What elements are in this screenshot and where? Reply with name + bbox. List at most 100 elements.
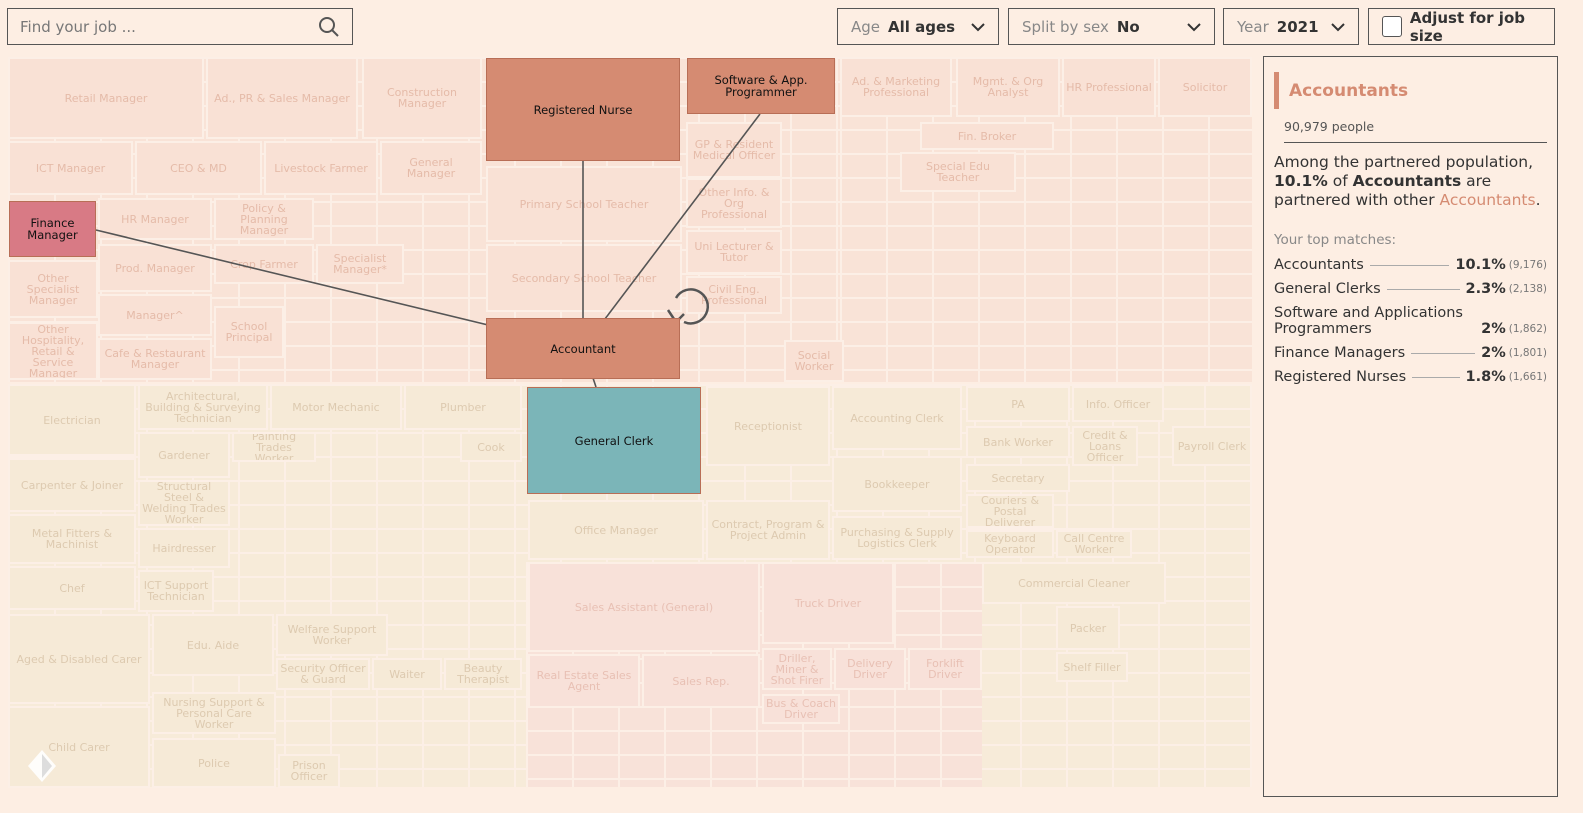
treemap-cell[interactable]: Secondary School Teacher [486, 244, 682, 312]
treemap-cell[interactable]: Specialist Manager* [316, 244, 404, 284]
age-dropdown[interactable]: Age All ages [837, 8, 999, 45]
treemap-cell[interactable]: Plumber [404, 384, 522, 430]
year-dropdown[interactable]: Year 2021 [1223, 8, 1359, 45]
treemap-cell[interactable]: Payroll Clerk [1172, 426, 1252, 466]
treemap-cell[interactable]: Ad., PR & Sales Manager [206, 57, 358, 139]
treemap-cell[interactable]: Manager^ [98, 294, 212, 336]
treemap-cell[interactable]: Cook [460, 432, 522, 462]
treemap-cell[interactable]: Contract, Program & Project Admin [706, 500, 830, 560]
treemap-cell[interactable]: Prod. Manager [98, 244, 212, 292]
match-count: (9,176) [1508, 259, 1547, 271]
treemap-cell[interactable]: Ad. & Marketing Professional [840, 57, 952, 117]
treemap-cell[interactable]: HR Professional [1062, 57, 1156, 117]
highlighted-cell[interactable]: General Clerk [527, 387, 701, 494]
treemap-cell[interactable]: PA [966, 386, 1070, 422]
treemap-cell[interactable]: CEO & MD [135, 141, 262, 195]
treemap-cell[interactable]: Security Officer & Guard [276, 658, 370, 690]
treemap-cell[interactable]: Bank Worker [966, 426, 1070, 458]
matches-list: Accountants 10.1% (9,176) General Clerks 2.3… [1274, 257, 1547, 385]
treemap-cell[interactable]: Prison Officer [278, 754, 340, 788]
treemap-cell[interactable]: Construction Manager [362, 57, 482, 139]
treemap-cell[interactable]: Structural Steel & Welding Trades Worker [138, 480, 230, 526]
treemap-cell[interactable]: Credit & Loans Officer [1072, 426, 1138, 466]
treemap-cell[interactable]: Office Manager [528, 500, 704, 560]
highlighted-cell[interactable]: Accountant [486, 318, 680, 379]
treemap-cell[interactable]: Hairdresser [138, 528, 230, 568]
treemap-cell[interactable]: Info. Officer [1072, 386, 1164, 422]
treemap-cell[interactable]: Retail Manager [8, 57, 204, 139]
treemap-cell[interactable]: Shelf Filler [1056, 652, 1128, 682]
treemap-cell[interactable]: Commercial Cleaner [982, 562, 1166, 604]
treemap-cell[interactable]: Fin. Broker [920, 122, 1054, 150]
treemap-cell[interactable]: General Manager [380, 141, 482, 195]
leader-line [1412, 377, 1460, 378]
treemap-cell[interactable]: Primary School Teacher [486, 166, 682, 242]
treemap-cell[interactable]: Nursing Support & Personal Care Worker [152, 692, 276, 734]
treemap-cell[interactable]: Painting Trades Worker [232, 432, 316, 462]
treemap-cell[interactable]: Driller, Miner & Shot Firer [762, 648, 832, 690]
treemap-cell[interactable]: Crop Farmer [214, 244, 314, 284]
highlighted-cell[interactable]: Finance Manager [9, 201, 96, 257]
treemap-cell[interactable]: Electrician [8, 384, 136, 456]
treemap-cell[interactable]: Child Carer [8, 706, 150, 788]
treemap-cell[interactable]: Other Info. & Org Professional [686, 178, 782, 228]
treemap-cell[interactable]: Sales Rep. [642, 654, 760, 708]
highlighted-cell[interactable]: Software & App. Programmer [687, 58, 835, 114]
treemap-cell[interactable]: Waiter [372, 658, 442, 690]
treemap-cell[interactable]: Social Worker [784, 340, 844, 382]
treemap-cell[interactable]: ICT Manager [8, 141, 133, 195]
treemap-cell[interactable]: Secretary [966, 464, 1070, 492]
treemap-cell[interactable]: Special Edu Teacher [900, 152, 1016, 192]
age-value: All ages [888, 17, 956, 36]
treemap-cell[interactable]: Beauty Therapist [444, 658, 522, 690]
treemap-cell[interactable]: Purchasing & Supply Logistics Clerk [832, 516, 962, 560]
treemap-cell[interactable]: Gardener [138, 432, 230, 478]
treemap-cell[interactable]: Edu. Aide [152, 614, 274, 676]
treemap-cell[interactable]: Receptionist [706, 386, 830, 466]
treemap-cell[interactable]: Solicitor [1158, 57, 1252, 117]
treemap-cell[interactable]: Uni Lecturer & Tutor [686, 230, 782, 274]
treemap-cell[interactable]: Call Centre Worker [1056, 530, 1132, 558]
chevron [971, 23, 985, 32]
treemap-cell[interactable]: Metal Fitters & Machinist [8, 514, 136, 564]
treemap-cell[interactable]: Chef [8, 566, 136, 610]
treemap-cell[interactable]: Other Hospitality, Retail & Service Mana… [8, 322, 98, 380]
treemap-cell[interactable]: Architectural, Building & Surveying Tech… [138, 384, 268, 430]
year-value: 2021 [1276, 17, 1319, 36]
treemap-cell[interactable]: Carpenter & Joiner [8, 458, 136, 512]
treemap-cell[interactable]: School Principal [214, 306, 284, 358]
treemap-cell[interactable]: Mgmt. & Org Analyst [956, 57, 1060, 117]
treemap-cell[interactable]: GP & Resident Medical Officer [686, 122, 782, 178]
checkbox[interactable] [1382, 16, 1402, 37]
search-box[interactable]: Find your job ... [7, 8, 353, 45]
search-placeholder: Find your job ... [20, 17, 136, 36]
treemap-cell[interactable]: Couriers & Postal Deliverer [966, 494, 1054, 528]
self-loop [674, 288, 710, 325]
split-dropdown[interactable]: Split by sex No [1008, 8, 1215, 45]
adjust-checkbox[interactable]: Adjust for job size [1368, 8, 1555, 45]
treemap-cell[interactable]: Truck Driver [762, 562, 894, 644]
treemap-cell[interactable]: Delivery Driver [834, 648, 906, 690]
treemap-cell[interactable]: Welfare Support Worker [276, 614, 388, 656]
treemap-cell[interactable]: ICT Support Technician [138, 570, 214, 612]
match-count: (1,862) [1508, 323, 1547, 335]
treemap-cell[interactable]: Forklift Driver [908, 648, 982, 690]
match-name: Software and Applications Programmers [1274, 305, 1463, 337]
treemap-cell[interactable]: Accounting Clerk [832, 386, 962, 450]
treemap-cell[interactable]: Keyboard Operator [966, 530, 1054, 558]
split-value: No [1116, 17, 1140, 36]
treemap-cell[interactable]: Bus & Coach Driver [762, 694, 840, 724]
treemap-cell[interactable]: Sales Assistant (General) [528, 562, 760, 652]
treemap-cell[interactable]: Cafe & Restaurant Manager [98, 338, 212, 380]
treemap-cell[interactable]: Aged & Disabled Carer [8, 614, 150, 704]
treemap-cell[interactable]: Policy & Planning Manager [214, 198, 314, 240]
treemap-cell[interactable]: HR Manager [98, 198, 212, 240]
treemap-cell[interactable]: Other Specialist Manager [8, 260, 98, 318]
treemap-cell[interactable]: Bookkeeper [832, 456, 962, 512]
treemap-cell[interactable]: Police [152, 738, 276, 788]
treemap-cell[interactable]: Motor Mechanic [270, 384, 402, 430]
highlighted-cell[interactable]: Registered Nurse [486, 58, 680, 161]
treemap-cell[interactable]: Packer [1056, 606, 1120, 650]
treemap-cell[interactable]: Livestock Farmer [264, 141, 378, 195]
treemap-cell[interactable]: Real Estate Sales Agent [528, 654, 640, 708]
